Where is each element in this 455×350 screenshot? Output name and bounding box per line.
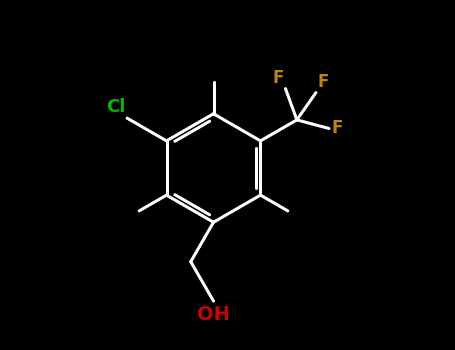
Text: F: F — [318, 73, 329, 91]
Text: Cl: Cl — [106, 98, 126, 116]
Text: F: F — [273, 69, 284, 87]
Text: F: F — [332, 119, 343, 138]
Text: OH: OH — [197, 305, 230, 324]
